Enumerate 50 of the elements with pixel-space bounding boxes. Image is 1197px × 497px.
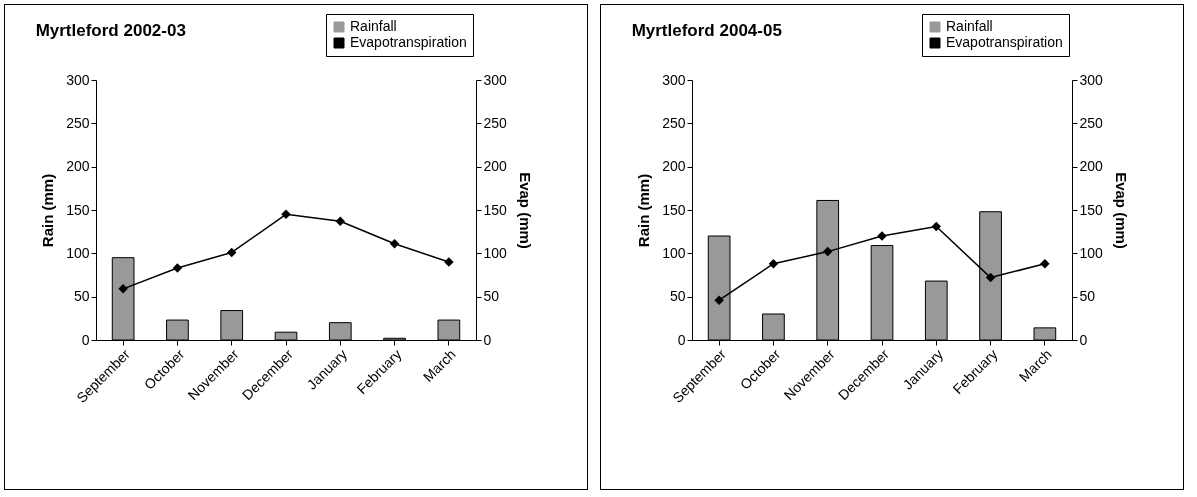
y-tick-label: 250 xyxy=(66,114,90,131)
y2-tick-label: 0 xyxy=(1079,331,1088,348)
point xyxy=(1040,258,1050,269)
y2-tick-label: 200 xyxy=(1079,158,1104,175)
point xyxy=(389,239,400,249)
y2-tick-label: 250 xyxy=(483,114,508,131)
y2-tick-label: 100 xyxy=(483,244,508,261)
y-tick-label: 0 xyxy=(81,331,90,348)
y-tick-label: 300 xyxy=(662,71,686,88)
point xyxy=(226,247,237,258)
point xyxy=(335,216,346,227)
point xyxy=(822,246,833,257)
y-tick-label: 300 xyxy=(66,71,90,88)
legend-label: Evapotranspiration xyxy=(350,34,467,50)
point xyxy=(985,272,996,283)
y-tick-label: 50 xyxy=(669,288,686,305)
y-tick-label: 100 xyxy=(66,244,90,261)
y-tick-label: 150 xyxy=(66,201,90,218)
y2-tick-label: 50 xyxy=(1079,288,1096,305)
y-tick-label: 0 xyxy=(677,331,686,348)
y2-tick-label: 250 xyxy=(1079,114,1104,131)
y-axis-title: Rain (mm) xyxy=(635,173,653,248)
y2-tick-label: 300 xyxy=(483,71,508,88)
y-tick-label: 50 xyxy=(73,288,90,305)
y-tick-label: 250 xyxy=(662,114,686,131)
y-axis-title: Rain (mm) xyxy=(39,173,57,248)
legend-label: Rainfall xyxy=(350,18,397,34)
point xyxy=(118,284,128,294)
y2-tick-label: 150 xyxy=(1079,201,1104,218)
y-tick-label: 100 xyxy=(662,244,686,261)
y-tick-label: 200 xyxy=(66,158,90,175)
y-tick-label: 150 xyxy=(662,201,686,218)
y2-tick-label: 300 xyxy=(1079,71,1104,88)
point xyxy=(172,263,183,273)
y2-axis-title: Evap (mm) xyxy=(1112,172,1130,249)
y2-tick-label: 150 xyxy=(483,201,508,218)
y-tick-label: 200 xyxy=(662,158,686,175)
legend-label: Rainfall xyxy=(946,18,993,34)
point xyxy=(768,258,779,269)
legend-label: Evapotranspiration xyxy=(946,34,1063,50)
point xyxy=(714,295,724,305)
chart-title: Myrtleford 2002-03 xyxy=(35,20,186,40)
point xyxy=(281,209,291,220)
y2-tick-label: 100 xyxy=(1079,244,1104,261)
point xyxy=(931,221,942,232)
y2-tick-label: 200 xyxy=(483,158,508,175)
y2-axis-title: Evap (mm) xyxy=(516,172,534,249)
y2-tick-label: 0 xyxy=(483,331,492,348)
chart-title: Myrtleford 2004-05 xyxy=(631,20,782,40)
y2-tick-label: 50 xyxy=(483,288,500,305)
